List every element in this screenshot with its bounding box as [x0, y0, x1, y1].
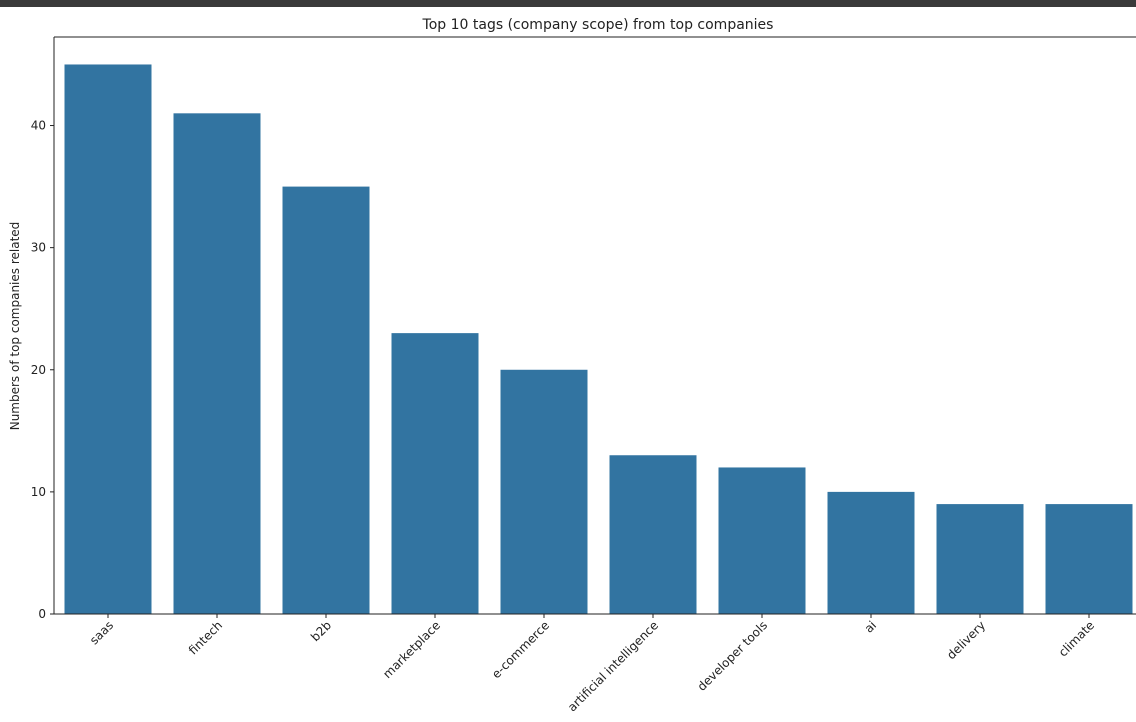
x-tick-label: artificial intelligence	[565, 618, 661, 714]
bar-developer-tools	[718, 467, 806, 614]
bar-artificial-intelligence	[609, 455, 697, 614]
y-ticks-group: 0 10 20 30 40	[31, 119, 54, 621]
bar-marketplace	[391, 333, 479, 614]
bar-ai	[827, 491, 915, 614]
x-tick-label: climate	[1056, 618, 1097, 659]
y-tick-label: 20	[31, 363, 46, 377]
x-tick-label: saas	[87, 618, 116, 647]
bar-climate	[1045, 504, 1133, 614]
x-tick-label: developer tools	[695, 618, 771, 694]
x-tick-label: fintech	[186, 618, 225, 657]
bars-group	[64, 64, 1133, 614]
x-tick-label: marketplace	[380, 618, 443, 681]
x-ticks-group: saas fintech b2b marketplace e-commerce artif…	[87, 614, 1097, 714]
x-tick-label: delivery	[944, 618, 988, 662]
bar-delivery	[936, 504, 1024, 614]
y-axis-label: Numbers of top companies related	[8, 222, 22, 431]
y-tick-label: 40	[31, 119, 46, 133]
x-tick-label: ai	[862, 618, 879, 635]
bar-fintech	[173, 113, 261, 614]
y-tick-label: 0	[38, 607, 46, 621]
y-tick-label: 10	[31, 485, 46, 499]
bar-saas	[64, 64, 152, 614]
y-tick-label: 30	[31, 241, 46, 255]
bar-e-commerce	[500, 369, 588, 614]
x-tick-label: e-commerce	[489, 618, 552, 681]
bar-b2b	[282, 186, 370, 614]
window-top-bar	[0, 0, 1136, 7]
x-tick-label: b2b	[308, 618, 334, 644]
chart-title: Top 10 tags (company scope) from top com…	[422, 17, 774, 33]
